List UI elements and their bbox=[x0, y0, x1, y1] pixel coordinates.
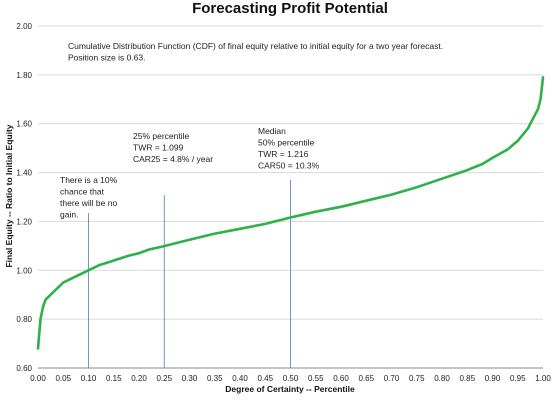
annotation-text: 25% percentile bbox=[133, 131, 190, 141]
x-tick-label: 0.60 bbox=[333, 374, 349, 383]
x-tick-label: 0.50 bbox=[283, 374, 299, 383]
y-axis-title: Final Equity -- Ratio to Initial Equity bbox=[4, 124, 14, 267]
x-tick-label: 0.80 bbox=[434, 374, 450, 383]
x-tick-label: 0.95 bbox=[510, 374, 526, 383]
x-tick-label: 0.30 bbox=[182, 374, 198, 383]
annotation-text: TWR = 1.099 bbox=[133, 143, 184, 153]
y-tick-labels: 0.60 0.80 1.00 1.20 1.40 1.60 1.80 2.00 bbox=[16, 22, 32, 373]
annotation-text: chance that bbox=[60, 187, 105, 197]
y-tick-label: 1.60 bbox=[16, 120, 32, 129]
x-tick-label: 0.70 bbox=[384, 374, 400, 383]
y-tick-label: 0.60 bbox=[16, 364, 32, 373]
x-tick-label: 0.15 bbox=[106, 374, 122, 383]
annotation-text: CAR25 = 4.8% / year bbox=[133, 154, 213, 164]
annotation-text: Median bbox=[258, 126, 286, 136]
x-axis-title: Degree of Certainty -- Percentile bbox=[225, 384, 355, 394]
x-tick-label: 0.25 bbox=[156, 374, 172, 383]
x-tick-label: 0.35 bbox=[207, 374, 223, 383]
x-tick-label: 0.05 bbox=[55, 374, 71, 383]
y-tick-label: 1.80 bbox=[16, 71, 32, 80]
y-tick-label: 1.20 bbox=[16, 217, 32, 226]
annotation-text: gain. bbox=[60, 210, 78, 220]
x-tick-label: 0.75 bbox=[409, 374, 425, 383]
x-tick-label: 0.65 bbox=[358, 374, 374, 383]
x-tick-label: 0.85 bbox=[459, 374, 475, 383]
annotation-text: Cumulative Distribution Function (CDF) o… bbox=[68, 41, 443, 51]
x-tick-labels: 0.00 0.05 0.10 0.15 0.20 0.25 0.30 0.35 0.40 0.45… bbox=[30, 374, 551, 383]
x-tick-label: 0.10 bbox=[81, 374, 97, 383]
annotation-text: Position size is 0.63. bbox=[68, 53, 145, 63]
percentile-markers bbox=[88, 180, 291, 368]
chart-title: Forecasting Profit Potential bbox=[192, 0, 388, 17]
x-tick-label: 1.00 bbox=[535, 374, 551, 383]
x-tick-label: 0.40 bbox=[232, 374, 248, 383]
annotation-text: TWR = 1.216 bbox=[258, 149, 309, 159]
annotation-text: CAR50 = 10.3% bbox=[258, 161, 320, 171]
annotation-text: There is a 10% bbox=[60, 175, 118, 185]
annotation-text: there will be no bbox=[60, 198, 117, 208]
x-tick-label: 0.20 bbox=[131, 374, 147, 383]
y-tick-label: 0.80 bbox=[16, 315, 32, 324]
x-tick-label: 0.00 bbox=[30, 374, 46, 383]
x-tick-label: 0.90 bbox=[485, 374, 501, 383]
y-tick-label: 2.00 bbox=[16, 22, 32, 31]
cdf-series-line bbox=[36, 76, 545, 350]
x-tick-label: 0.45 bbox=[257, 374, 273, 383]
y-tick-label: 1.00 bbox=[16, 266, 32, 275]
y-tick-label: 1.40 bbox=[16, 169, 32, 178]
annotations: Cumulative Distribution Function (CDF) o… bbox=[60, 41, 443, 220]
annotation-text: 50% percentile bbox=[258, 138, 315, 148]
x-tick-label: 0.55 bbox=[308, 374, 324, 383]
